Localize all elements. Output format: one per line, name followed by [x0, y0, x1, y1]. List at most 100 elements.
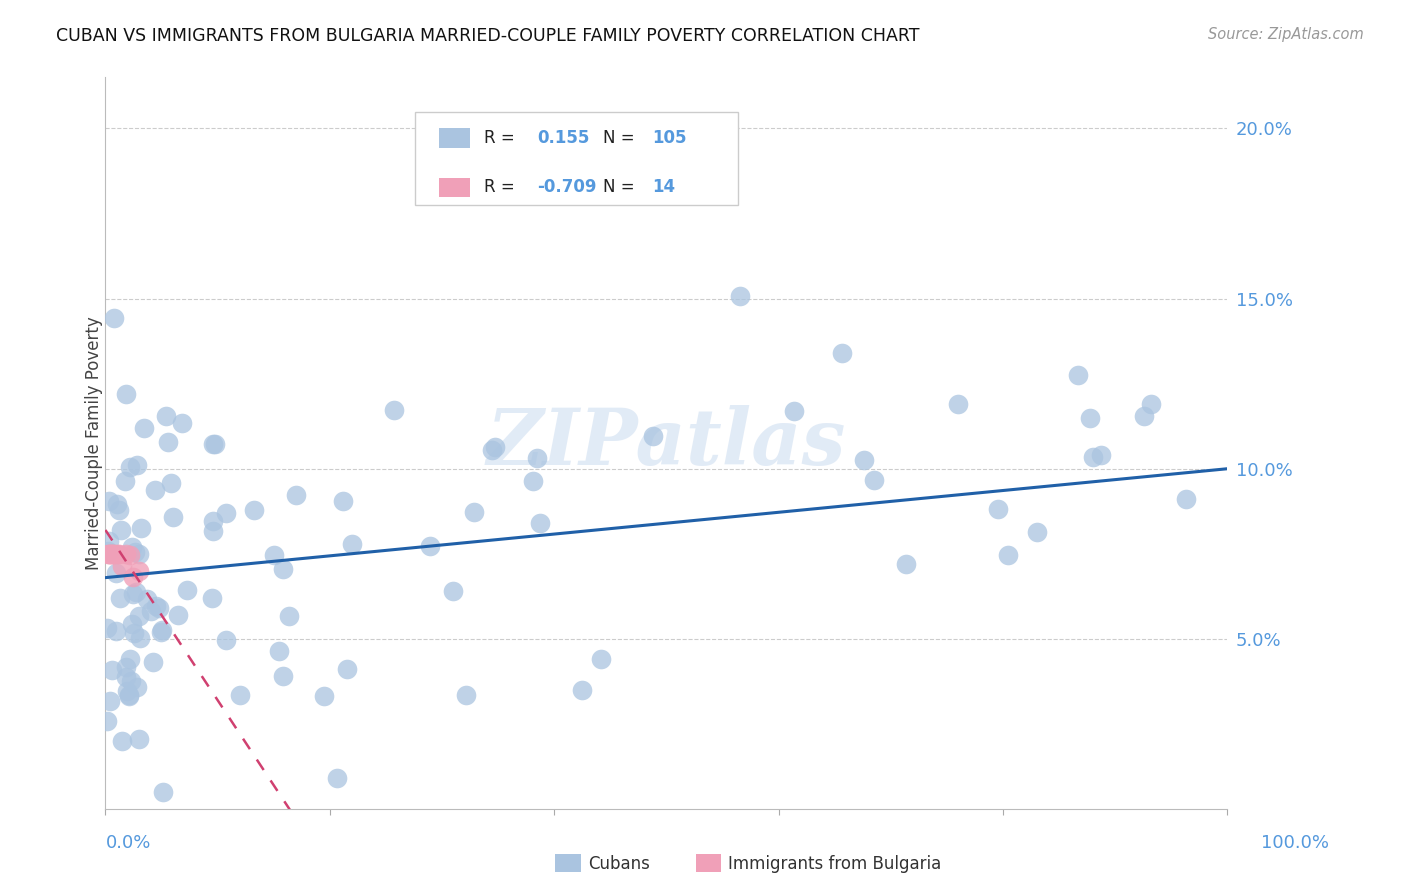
Point — [97, 547, 120, 561]
Point — [98, 494, 121, 508]
Point — [105, 547, 128, 561]
Point — [831, 346, 853, 360]
Point — [853, 452, 876, 467]
Point — [243, 503, 266, 517]
Point — [143, 483, 166, 498]
Point — [118, 688, 141, 702]
Point — [104, 624, 127, 638]
Point — [111, 559, 134, 574]
Point — [176, 582, 198, 597]
Point — [997, 549, 1019, 563]
Point — [128, 609, 150, 624]
Y-axis label: Married-Couple Family Poverty: Married-Couple Family Poverty — [86, 317, 103, 570]
Point — [152, 624, 174, 638]
Point — [103, 547, 125, 561]
Point — [214, 633, 236, 648]
Point — [167, 607, 190, 622]
Point — [484, 440, 506, 454]
Point — [129, 631, 152, 645]
Point — [589, 652, 612, 666]
Point — [1132, 409, 1154, 423]
Point — [111, 733, 134, 747]
Point — [97, 534, 120, 549]
Point — [120, 549, 142, 563]
Point — [124, 545, 146, 559]
Point — [132, 421, 155, 435]
Point — [114, 474, 136, 488]
Point — [129, 521, 152, 535]
Point — [277, 608, 299, 623]
Text: 0.155: 0.155 — [537, 129, 589, 147]
Point — [336, 662, 359, 676]
Point — [314, 689, 336, 703]
Text: Immigrants from Bulgaria: Immigrants from Bulgaria — [728, 855, 942, 873]
Point — [103, 547, 125, 561]
Point — [121, 540, 143, 554]
Point — [118, 689, 141, 703]
Text: R =: R = — [484, 178, 515, 196]
Point — [1140, 397, 1163, 411]
Point — [114, 547, 136, 561]
Text: R =: R = — [484, 129, 515, 147]
Point — [342, 537, 364, 551]
Point — [1080, 410, 1102, 425]
Point — [271, 562, 294, 576]
Point — [96, 714, 118, 729]
Point — [128, 547, 150, 561]
Point — [332, 494, 354, 508]
Text: N =: N = — [603, 129, 634, 147]
Point — [122, 587, 145, 601]
Point — [263, 549, 285, 563]
Point — [229, 688, 252, 702]
Point — [894, 557, 917, 571]
Point — [172, 416, 194, 430]
Point — [269, 644, 291, 658]
Point — [97, 547, 120, 561]
Point — [160, 476, 183, 491]
Point — [97, 544, 120, 558]
Point — [463, 505, 485, 519]
Point — [201, 591, 224, 605]
Point — [454, 688, 477, 702]
Point — [986, 501, 1008, 516]
Point — [1025, 524, 1047, 539]
Point — [382, 402, 405, 417]
Point — [145, 599, 167, 613]
Text: Source: ZipAtlas.com: Source: ZipAtlas.com — [1208, 27, 1364, 42]
Point — [271, 669, 294, 683]
Point — [100, 547, 122, 561]
Point — [155, 409, 177, 424]
Point — [122, 626, 145, 640]
Text: Cubans: Cubans — [588, 855, 650, 873]
Point — [125, 680, 148, 694]
Point — [128, 731, 150, 746]
Point — [326, 771, 349, 785]
Point — [121, 617, 143, 632]
Point — [110, 523, 132, 537]
Text: CUBAN VS IMMIGRANTS FROM BULGARIA MARRIED-COUPLE FAMILY POVERTY CORRELATION CHAR: CUBAN VS IMMIGRANTS FROM BULGARIA MARRIE… — [56, 27, 920, 45]
Point — [1175, 492, 1198, 507]
Point — [529, 516, 551, 530]
Point — [115, 660, 138, 674]
Point — [783, 404, 806, 418]
Text: 14: 14 — [652, 178, 675, 196]
Point — [118, 460, 141, 475]
Point — [105, 566, 128, 581]
Text: 0.0%: 0.0% — [105, 834, 150, 852]
Point — [98, 547, 121, 561]
Point — [162, 510, 184, 524]
Point — [441, 583, 464, 598]
Point — [149, 625, 172, 640]
Point — [108, 503, 131, 517]
Point — [98, 693, 121, 707]
Point — [125, 584, 148, 599]
Point — [1081, 450, 1104, 465]
Point — [946, 397, 969, 411]
Point — [215, 506, 238, 520]
Point — [202, 514, 225, 528]
Text: -0.709: -0.709 — [537, 178, 596, 196]
Point — [108, 547, 131, 561]
Point — [1090, 448, 1112, 462]
Point — [96, 621, 118, 635]
Point — [120, 651, 142, 665]
